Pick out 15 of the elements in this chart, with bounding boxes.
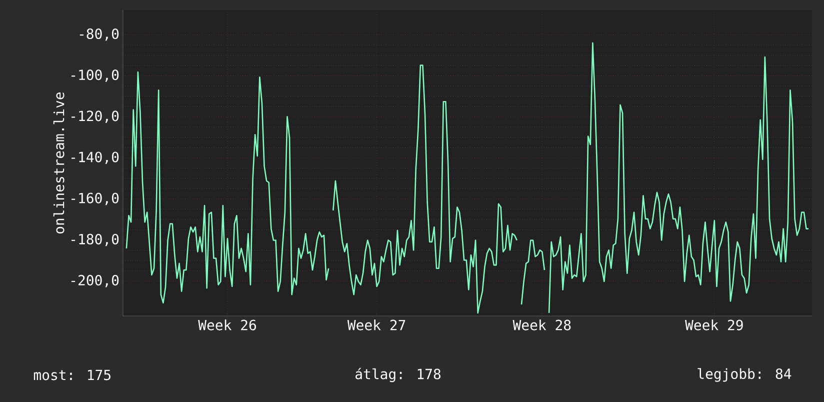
- text: legjobb: 84: [698, 368, 792, 382]
- x-tick-label: Week 29: [685, 320, 743, 330]
- x-tick-label: Week 28: [512, 320, 571, 330]
- x-tick-label: Week 26: [198, 320, 256, 330]
- text: átlag: 178: [356, 368, 440, 382]
- y-tick-label: -160,0: [72, 192, 119, 206]
- y-tick-label: -180,0: [72, 234, 119, 246]
- y-axis-title: onlinestream.live: [53, 92, 64, 234]
- y-tick-label: -120,0: [72, 110, 119, 123]
- text: most: 175: [34, 370, 110, 380]
- y-tick-label: -80,0: [80, 28, 119, 41]
- x-tick-label: Week 27: [347, 320, 406, 330]
- y-tick-label: -140,0: [72, 152, 119, 164]
- y-tick-label: -100,0: [72, 70, 119, 82]
- y-tick-label: -200,0: [72, 274, 119, 288]
